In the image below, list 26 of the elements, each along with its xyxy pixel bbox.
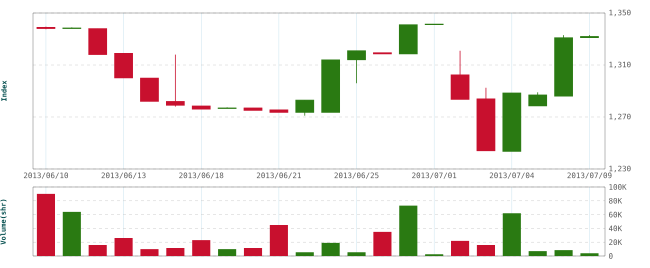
- bar: [62, 212, 81, 256]
- bar: [218, 249, 236, 256]
- bar: [114, 238, 133, 256]
- bar: [296, 252, 314, 256]
- bar: [399, 206, 418, 256]
- bar: [88, 244, 107, 256]
- bar: [322, 242, 340, 256]
- bar: [347, 252, 366, 256]
- candlestick: [166, 54, 185, 107]
- bar: [270, 224, 288, 256]
- bar: [373, 232, 392, 256]
- bar: [528, 251, 547, 256]
- bar: [192, 240, 210, 256]
- bar: [166, 248, 184, 256]
- bar: [140, 249, 159, 256]
- bar: [36, 194, 56, 256]
- bar: [476, 244, 496, 256]
- candlestick: [528, 92, 548, 106]
- candlestick: [295, 100, 314, 116]
- bar: [580, 253, 599, 256]
- bar: [244, 248, 262, 256]
- candlestick: [347, 50, 366, 84]
- bar: [451, 240, 470, 256]
- bar: [554, 250, 573, 256]
- candlestick: [140, 78, 159, 102]
- bar: [502, 213, 521, 256]
